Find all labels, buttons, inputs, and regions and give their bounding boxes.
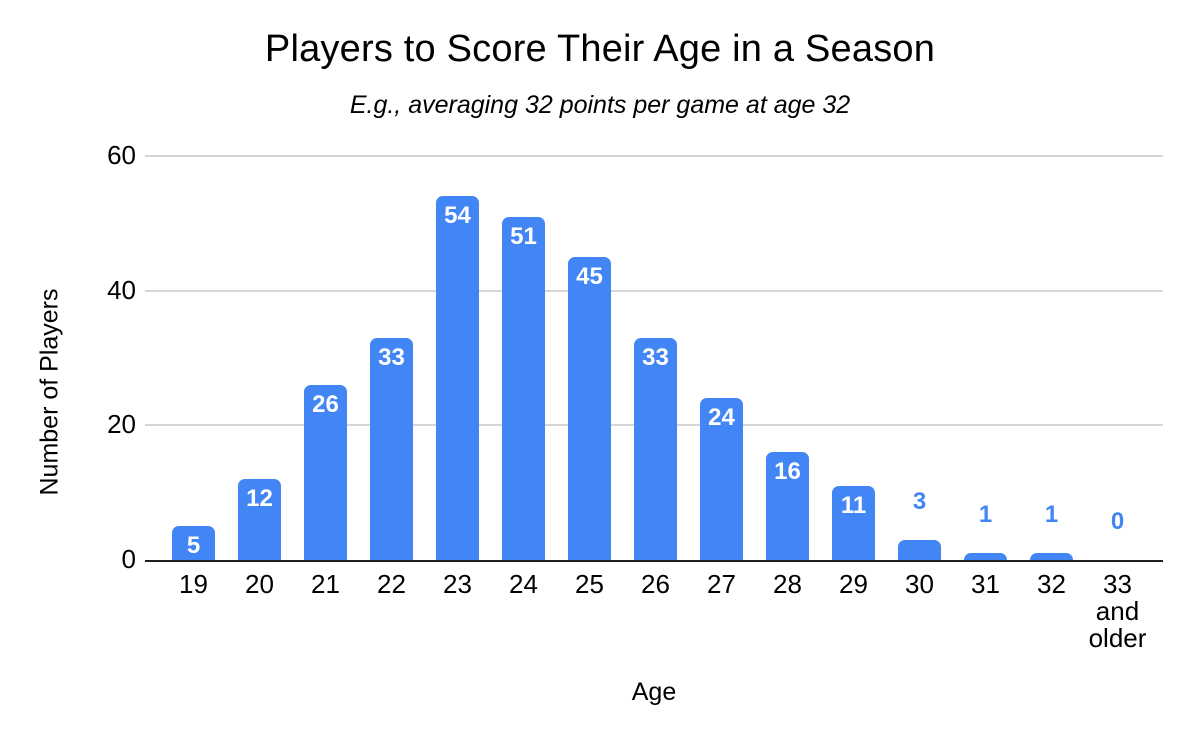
bar-age-21 [304,384,347,560]
bar-value-label-age-32: 1 [1044,501,1059,529]
bar-value-label-age-23: 54 [444,202,471,230]
x-tick-24: 24 [509,569,538,599]
x-tick-31: 31 [971,569,1000,599]
x-tick-19: 19 [179,569,208,599]
y-axis-title: Number of Players [35,288,64,496]
bar-value-label-age-26: 33 [642,343,669,371]
y-tick-20: 20 [107,409,136,440]
bar-value-label-age-21: 26 [312,390,339,418]
y-tick-40: 40 [107,274,136,305]
x-axis-title: Age [631,678,677,706]
y-tick-0: 0 [121,544,136,574]
x-tick-21: 21 [311,569,340,599]
x-tick-26: 26 [641,569,670,599]
bar-age-19 [172,526,215,560]
x-tick-23: 23 [443,569,472,599]
bar-value-label-age-29: 11 [840,491,867,519]
bar-value-label-age-20: 12 [246,485,273,513]
bar-age-22 [370,337,413,560]
bar-age-31 [964,553,1007,560]
x-axis-line [145,560,1163,562]
bar-age-25 [568,257,611,560]
x-tick-20: 20 [245,569,274,599]
chart-subtitle: E.g., averaging 32 points per game at ag… [349,91,851,119]
x-tick-30: 30 [905,569,934,599]
bar-value-label-age-19: 5 [186,532,201,560]
x-tick-25: 25 [575,569,604,599]
bar-age-24 [502,216,545,560]
bar-age-27 [700,398,743,560]
bar-value-label-age-24: 51 [510,222,537,250]
bar-age-28 [766,452,809,560]
x-tick-27: 27 [707,569,736,599]
gridline-40 [145,289,1163,292]
gridline-60 [145,155,1163,157]
chart-title: Players to Score Their Age in a Season [264,28,936,70]
bar-age-30 [898,539,941,560]
bar-value-label-age-25: 45 [576,263,603,290]
bar-value-label-age-27: 24 [708,404,735,432]
x-tick-33: 33 and older [1088,569,1147,653]
y-tick-60: 60 [107,140,136,170]
bar-age-29 [832,485,875,560]
bar-age-26 [634,337,677,560]
bar-age-23 [436,196,479,560]
bar-value-label-age-33: 0 [1110,508,1125,535]
x-tick-29: 29 [839,569,868,599]
x-tick-28: 28 [773,569,802,599]
bar-value-label-age-30: 3 [912,487,927,515]
bar-age-20 [238,479,281,560]
x-tick-32: 32 [1037,569,1066,599]
plot-area: 5 12 26 33 54 51 45 33 24 16 11 3 1 1 0 [145,155,1163,562]
bar-value-label-age-31: 1 [978,501,993,529]
bar-value-label-age-22: 33 [378,343,405,371]
bar-value-label-age-28: 16 [774,458,801,486]
bar-age-32 [1030,553,1073,560]
x-tick-22: 22 [377,569,406,599]
